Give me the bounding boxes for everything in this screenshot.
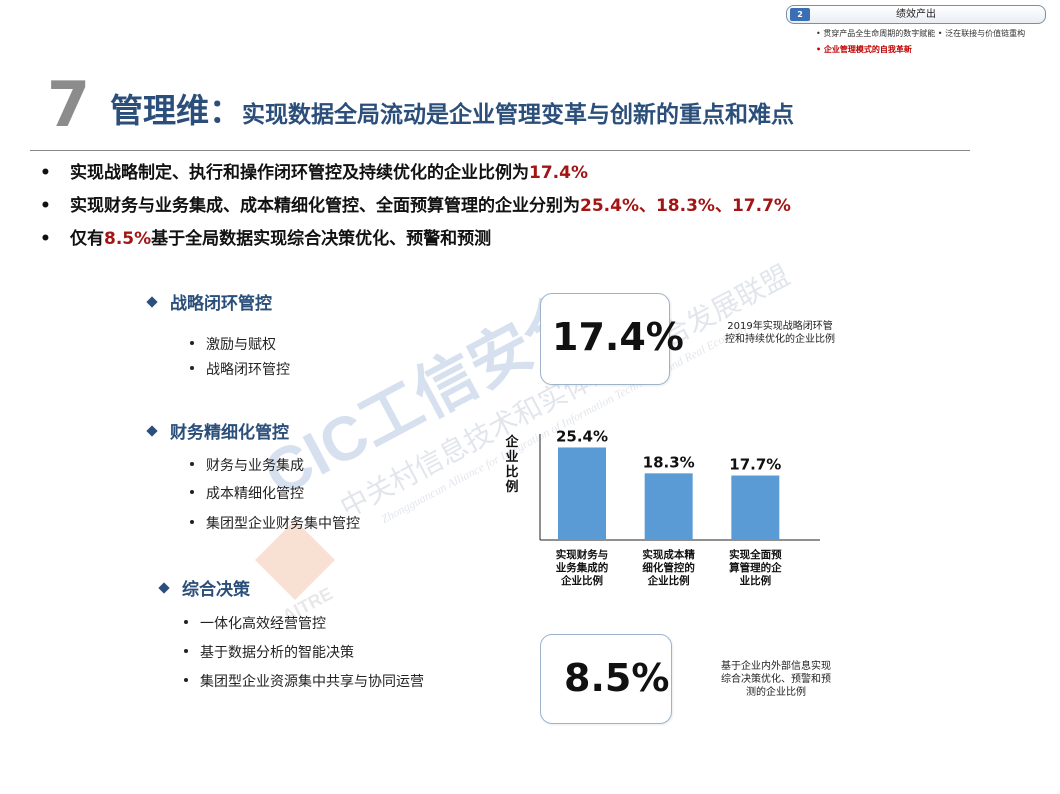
section-bar: 2 绩效产出: [786, 5, 1046, 24]
section-item-1: • 贯穿产品全生命周期的数字赋能 • 泛在联接与价值链重构: [816, 29, 1026, 38]
bullet-3: • 仅有8.5%基于全局数据实现综合决策优化、预警和预测: [40, 224, 491, 249]
dot-icon: [184, 649, 188, 653]
bullet-text: 仅有: [70, 229, 104, 249]
diamond-icon: [146, 425, 158, 437]
category-decision: 综合决策: [158, 575, 250, 600]
diamond-icon: [146, 296, 158, 308]
title-divider: [30, 150, 970, 151]
y-axis-label-char: 例: [505, 479, 518, 495]
bar-2: [644, 473, 693, 540]
category-label-3: 业比例: [740, 574, 772, 587]
list-item: 成本精细化管控: [190, 483, 304, 503]
dot-icon: [190, 520, 194, 524]
list-item-text: 财务与业务集成: [206, 458, 304, 474]
bullet-1: • 实现战略制定、执行和操作闭环管控及持续优化的企业比例为17.4%: [40, 158, 588, 183]
list-item: 激励与赋权: [190, 334, 276, 354]
section-tag: 2 绩效产出 • 贯穿产品全生命周期的数字赋能 • 泛在联接与价值链重构 • 企…: [786, 5, 1048, 63]
list-item-text: 激励与赋权: [206, 337, 276, 353]
stat-box-strategy: [540, 293, 670, 385]
dot-icon: [184, 678, 188, 682]
dot-icon: [190, 490, 194, 494]
list-item: 集团型企业财务集中管控: [190, 513, 360, 533]
bullet-marker: •: [40, 163, 51, 183]
list-item-text: 集团型企业资源集中共享与协同运营: [200, 674, 424, 690]
list-item: 财务与业务集成: [190, 455, 304, 475]
list-item-text: 基于数据分析的智能决策: [200, 645, 354, 661]
bullet-marker: •: [40, 229, 51, 249]
note-line: 控和持续优化的企业比例: [725, 334, 835, 345]
y-axis-label-char: 比: [505, 464, 518, 480]
category-label-1: 业务集成的: [556, 561, 609, 574]
category-title: 战略闭环管控: [170, 294, 272, 314]
stat-note-strategy: 2019年实现战略闭环管 控和持续优化的企业比例: [700, 320, 860, 346]
dot-icon: [190, 366, 194, 370]
category-strategy: 战略闭环管控: [146, 289, 272, 314]
bar-1: [558, 447, 606, 540]
list-item: 基于数据分析的智能决策: [184, 642, 354, 662]
section-title: 绩效产出: [896, 9, 936, 20]
title-colon: ：: [209, 91, 242, 130]
section-item-2-active: • 企业管理模式的自我革新: [816, 45, 912, 54]
bullet-text: 实现财务与业务集成、成本精细化管控、全面预算管理的企业分别为: [70, 196, 580, 216]
stat-box-decision: [540, 634, 672, 724]
category-label-2: 细化管控的: [642, 561, 695, 574]
page-title: 管理维：实现数据全局流动是企业管理变革与创新的重点和难点: [110, 84, 794, 132]
bullet-text: 实现战略制定、执行和操作闭环管控及持续优化的企业比例为: [70, 163, 529, 183]
dot-icon: [190, 341, 194, 345]
list-item: 战略闭环管控: [190, 359, 290, 379]
list-item-text: 一体化高效经营管控: [200, 616, 326, 632]
list-item-text: 集团型企业财务集中管控: [206, 516, 360, 532]
dot-icon: [190, 462, 194, 466]
section-number: 2: [790, 8, 810, 21]
title-main: 管理维: [110, 91, 209, 130]
bullet-highlight: 17.4%: [529, 163, 588, 183]
list-item-text: 成本精细化管控: [206, 486, 304, 502]
note-line: 综合决策优化、预警和预: [721, 674, 831, 685]
bullet-suffix: 基于全局数据实现综合决策优化、预警和预测: [151, 229, 492, 249]
category-label-2: 实现成本精: [642, 548, 695, 561]
dot-icon: [184, 620, 188, 624]
category-label-2: 企业比例: [647, 574, 690, 587]
category-title: 财务精细化管控: [170, 423, 289, 443]
category-label-1: 企业比例: [560, 574, 603, 587]
stat-value-strategy: 17.4%: [552, 315, 684, 359]
category-label-1: 实现财务与: [556, 548, 609, 561]
note-line: 测的企业比例: [746, 687, 806, 698]
data-label-2: 18.3%: [643, 453, 695, 471]
stat-value-decision: 8.5%: [564, 656, 670, 700]
y-axis-label-char: 业: [505, 449, 518, 465]
category-label-3: 算管理的企: [729, 561, 782, 574]
note-line: 2019年实现战略闭环管: [727, 321, 833, 332]
bullet-highlight: 25.4%、18.3%、17.7%: [580, 196, 791, 216]
bar-3: [731, 475, 780, 540]
data-label-3: 17.7%: [729, 456, 781, 474]
diamond-icon: [158, 582, 170, 594]
list-item: 一体化高效经营管控: [184, 613, 326, 633]
bullet-marker: •: [40, 196, 51, 216]
note-line: 基于企业内外部信息实现: [721, 661, 831, 672]
bar-chart: 企业比例25.4%实现财务与业务集成的企业比例18.3%实现成本精细化管控的企业…: [504, 428, 820, 587]
title-sub: 实现数据全局流动是企业管理变革与创新的重点和难点: [242, 102, 794, 128]
bullet-2: • 实现财务与业务集成、成本精细化管控、全面预算管理的企业分别为25.4%、18.…: [40, 191, 791, 216]
category-finance: 财务精细化管控: [146, 418, 289, 443]
category-label-3: 实现全面预: [729, 548, 782, 561]
stat-note-decision: 基于企业内外部信息实现 综合决策优化、预警和预 测的企业比例: [696, 660, 856, 699]
y-axis-label-char: 企: [504, 434, 519, 450]
bullet-highlight: 8.5%: [104, 229, 152, 249]
page-number: 7: [47, 68, 91, 141]
data-label-1: 25.4%: [556, 428, 608, 445]
list-item: 集团型企业资源集中共享与协同运营: [184, 671, 424, 691]
category-title: 综合决策: [182, 580, 250, 600]
list-item-text: 战略闭环管控: [206, 362, 290, 378]
